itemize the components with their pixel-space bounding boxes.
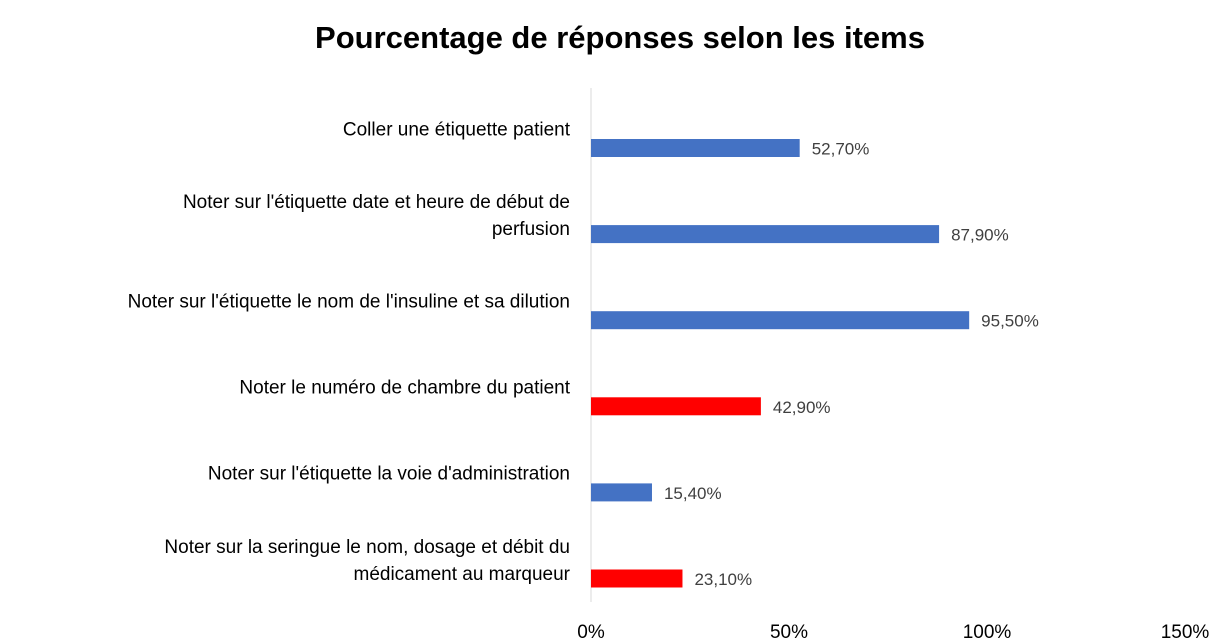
category-label: Noter sur la seringue le nom, dosage et … (164, 536, 570, 585)
x-tick-label: 0% (577, 622, 605, 641)
category-label: Noter le numéro de chambre du patient (239, 377, 570, 399)
category-label: Coller une étiquette patient (342, 119, 570, 141)
bar (591, 483, 652, 502)
data-label: 42,90% (773, 398, 831, 417)
category-label: Noter sur l'étiquette date et heure de d… (182, 192, 570, 241)
bar (591, 397, 761, 416)
x-tick-label: 100% (963, 622, 1012, 641)
bar (591, 569, 683, 588)
x-tick-label: 150% (1161, 622, 1210, 641)
chart-title: Pourcentage de réponses selon les items (315, 20, 925, 55)
data-label: 52,70% (812, 139, 870, 158)
data-label: 87,90% (951, 226, 1009, 245)
data-label: 15,40% (664, 484, 722, 503)
category-label: Noter sur l'étiquette la voie d'administ… (207, 463, 570, 485)
category-label: Noter sur l'étiquette le nom de l'insuli… (127, 291, 570, 313)
x-tick-label: 50% (770, 622, 808, 641)
bar (591, 311, 970, 330)
bar (591, 139, 800, 157)
data-label: 95,50% (981, 312, 1039, 331)
bar (591, 225, 940, 244)
data-label: 23,10% (694, 570, 752, 589)
